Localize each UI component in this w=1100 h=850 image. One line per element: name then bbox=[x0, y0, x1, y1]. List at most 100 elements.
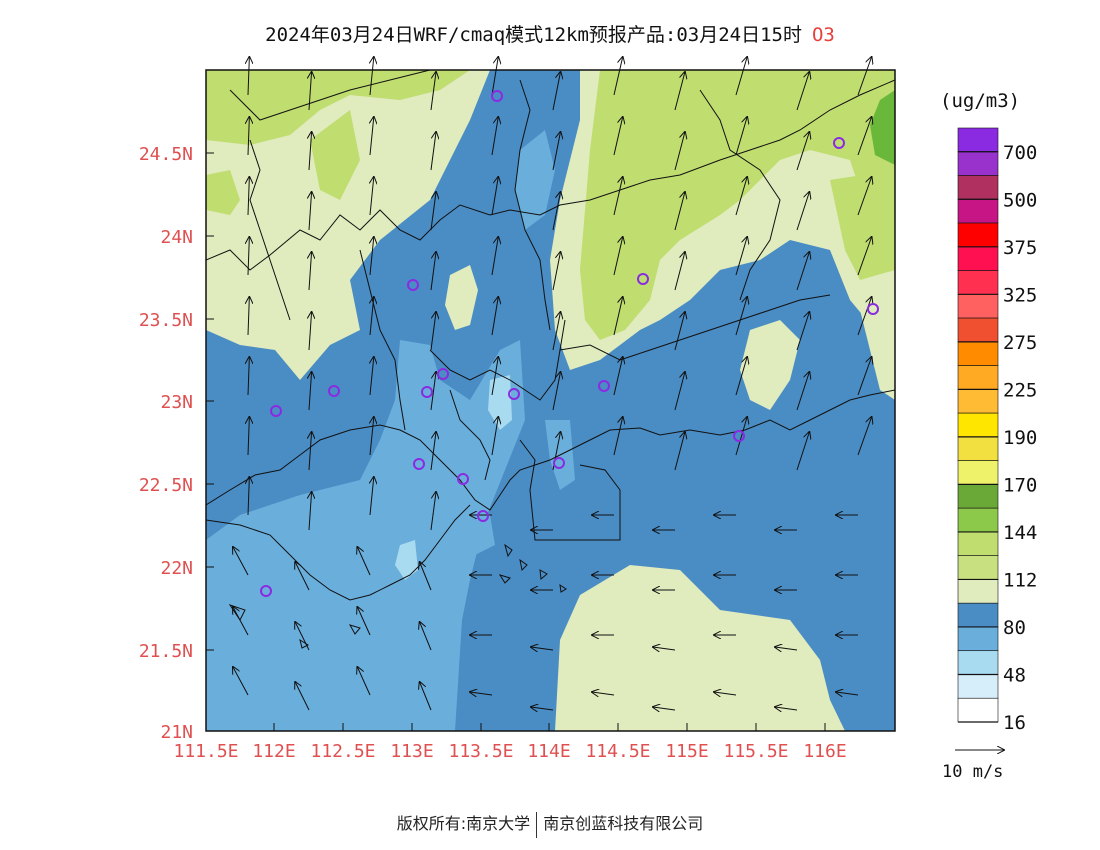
station-marker bbox=[270, 405, 282, 417]
field-112-144-n bbox=[310, 110, 360, 200]
legend-swatch bbox=[957, 127, 999, 153]
wind-arrow bbox=[735, 237, 747, 276]
wind-arrow bbox=[295, 682, 310, 711]
legend-label: 80 bbox=[1003, 617, 1026, 639]
wind-arrow bbox=[233, 667, 249, 696]
field-112-144-nw bbox=[206, 70, 470, 145]
station-marker bbox=[260, 585, 272, 597]
wind-arrow bbox=[613, 357, 623, 396]
pollutant-label: O3 bbox=[811, 24, 835, 46]
field-48-80-north bbox=[515, 130, 555, 230]
district-3 bbox=[559, 294, 831, 361]
footer-copyright: 版权所有:南京大学 bbox=[396, 814, 531, 833]
wind-arrow bbox=[248, 177, 249, 216]
coastline-west bbox=[206, 504, 471, 601]
wind-arrow bbox=[552, 312, 560, 351]
station-marker bbox=[421, 386, 433, 398]
x-tick-label: 115.5E bbox=[723, 741, 788, 762]
wind-arrow bbox=[775, 707, 798, 710]
wind-arrow bbox=[674, 192, 685, 231]
legend-colorbar bbox=[957, 127, 999, 723]
legend-swatch bbox=[957, 294, 999, 319]
wind-arrow bbox=[714, 692, 737, 695]
wind-arrow bbox=[430, 132, 436, 171]
legend-swatch bbox=[957, 222, 999, 248]
legend-swatch bbox=[957, 198, 999, 224]
field-48-80-central bbox=[206, 340, 525, 731]
station-marker bbox=[733, 430, 745, 442]
legend-unit: (ug/m3) bbox=[940, 90, 1021, 112]
field-80-112-north bbox=[206, 70, 490, 380]
station-marker bbox=[407, 279, 419, 291]
legend-swatch bbox=[957, 389, 999, 414]
y-tick-label: 24.5N bbox=[139, 144, 193, 165]
legend-swatch bbox=[957, 507, 999, 533]
legend-swatch bbox=[957, 697, 999, 723]
wind-arrow bbox=[309, 372, 312, 411]
wind-arrow bbox=[357, 667, 371, 696]
field-80-112-island-2 bbox=[600, 235, 640, 300]
legend-swatch bbox=[957, 270, 999, 295]
wind-arrow bbox=[430, 372, 436, 411]
field-80-112-east-bay bbox=[740, 320, 800, 410]
wind-arrow bbox=[248, 57, 249, 96]
wind-arrow bbox=[357, 547, 371, 576]
wind-arrow bbox=[370, 117, 374, 156]
wind-arrow bbox=[370, 297, 374, 336]
wind-arrow bbox=[370, 177, 374, 216]
wind-arrow bbox=[552, 132, 560, 171]
x-tick-label: 112E bbox=[252, 741, 295, 762]
y-tick-label: 22N bbox=[160, 558, 193, 579]
wind-arrow bbox=[735, 297, 747, 336]
wind-arrow bbox=[233, 607, 249, 636]
x-tick-label: 112.5E bbox=[310, 741, 375, 762]
field-80-112-south bbox=[555, 565, 845, 731]
station-marker bbox=[598, 380, 610, 392]
wind-arrow bbox=[370, 357, 374, 396]
y-tick-label: 24N bbox=[160, 227, 193, 248]
x-tick-label: 114.5E bbox=[585, 741, 650, 762]
y-tick-label: 23N bbox=[160, 392, 193, 413]
wind-arrow bbox=[674, 312, 685, 351]
y-tick-label: 23.5N bbox=[139, 310, 193, 331]
wind-arrow bbox=[613, 177, 623, 216]
province-border bbox=[206, 79, 895, 271]
wind-arrow bbox=[309, 492, 312, 531]
wind-arrow bbox=[357, 607, 371, 636]
wind-arrow bbox=[491, 297, 498, 336]
wind-arrow bbox=[370, 477, 374, 516]
boundaries bbox=[206, 70, 895, 601]
wind-arrow bbox=[248, 357, 249, 396]
x-tick-label: 111.5E bbox=[173, 741, 238, 762]
legend-swatch bbox=[957, 246, 999, 271]
wind-arrow bbox=[857, 117, 872, 156]
wind-arrow bbox=[674, 132, 685, 171]
coastline bbox=[206, 389, 895, 511]
wind-arrow bbox=[857, 177, 872, 216]
legend-swatch bbox=[957, 341, 999, 366]
district-8 bbox=[449, 389, 491, 481]
wind-arrow bbox=[735, 417, 747, 456]
wind-arrow bbox=[796, 72, 809, 111]
latitude-axis: 24.5N 24N 23.5N 23N 22.5N 22N 21.5N 21N bbox=[139, 144, 214, 743]
wind-arrow bbox=[309, 252, 312, 291]
wind-arrow bbox=[309, 72, 312, 111]
wind-arrow bbox=[491, 57, 498, 96]
wind-arrow bbox=[233, 547, 249, 576]
wind-arrow bbox=[370, 57, 374, 96]
field-112-144-ne bbox=[580, 70, 895, 340]
field-112-144-w bbox=[206, 170, 240, 215]
legend-label: 500 bbox=[1003, 189, 1037, 211]
legend-swatch bbox=[957, 151, 999, 176]
wind-arrow bbox=[248, 297, 249, 336]
monitoring-stations bbox=[260, 90, 879, 597]
district-5 bbox=[514, 79, 551, 331]
wind-arrow bbox=[491, 117, 498, 156]
wind-arrow bbox=[735, 57, 747, 96]
legend-swatch bbox=[957, 650, 999, 675]
legend-swatch bbox=[957, 436, 999, 461]
district-9 bbox=[229, 70, 431, 121]
longitude-axis: 111.5E 112E 112.5E 113E 113.5E 114E 114.5E 115E… bbox=[173, 723, 847, 762]
district-6 bbox=[699, 89, 781, 301]
